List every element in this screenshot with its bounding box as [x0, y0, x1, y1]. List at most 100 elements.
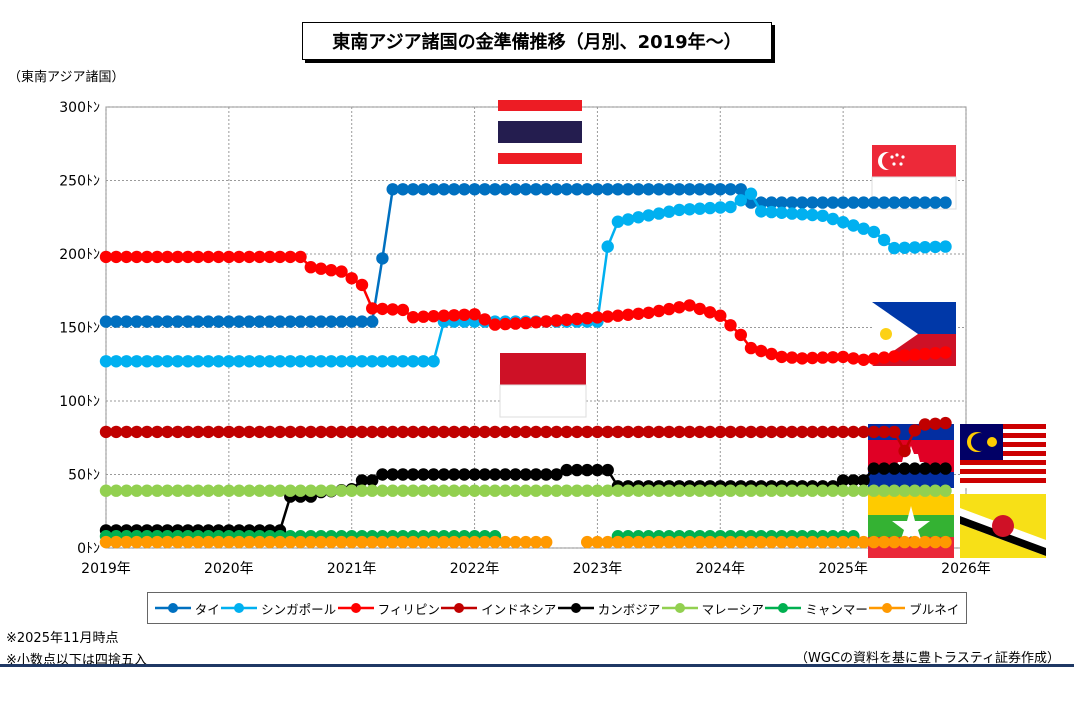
data-point — [836, 196, 850, 209]
data-point — [191, 425, 205, 439]
data-point — [304, 355, 317, 368]
data-point — [140, 484, 154, 497]
data-point — [724, 425, 737, 439]
data-point — [458, 308, 471, 321]
data-point — [765, 484, 778, 497]
data-point — [396, 355, 410, 368]
data-point — [468, 425, 481, 439]
data-point — [540, 315, 553, 328]
data-point — [161, 535, 174, 549]
data-point — [540, 535, 553, 549]
data-point — [437, 535, 451, 549]
data-point — [386, 484, 399, 497]
data-point — [120, 315, 133, 328]
data-point — [642, 484, 655, 497]
data-point — [110, 315, 123, 328]
data-point — [867, 462, 881, 475]
data-point — [724, 183, 737, 196]
data-point — [130, 535, 143, 549]
data-point — [714, 201, 727, 214]
legend-swatch — [337, 603, 374, 613]
data-point — [243, 484, 256, 497]
data-point — [325, 484, 338, 497]
data-point — [673, 203, 686, 217]
data-point — [222, 425, 236, 439]
data-point — [611, 215, 625, 228]
chart-title: 東南アジア諸国の金準備推移（月別、2019年〜） — [302, 22, 772, 60]
data-point — [836, 350, 850, 364]
data-point — [581, 463, 594, 477]
data-point — [509, 317, 522, 330]
data-point — [550, 425, 563, 439]
data-point — [611, 535, 625, 549]
data-point — [191, 535, 205, 549]
data-point — [683, 484, 696, 497]
data-point — [437, 183, 451, 196]
data-point — [611, 183, 625, 196]
data-point — [284, 355, 297, 368]
legend-label: ブルネイ — [909, 601, 960, 617]
data-point — [232, 250, 246, 264]
data-point — [621, 308, 635, 321]
data-point — [304, 484, 317, 497]
data-point — [908, 535, 921, 549]
data-point — [386, 468, 399, 481]
data-point — [673, 425, 686, 439]
data-point — [458, 425, 471, 439]
data-point — [540, 468, 553, 481]
data-point — [591, 484, 604, 497]
data-point — [632, 183, 645, 196]
data-point — [662, 302, 676, 316]
data-point — [918, 535, 932, 549]
data-point — [836, 425, 850, 439]
brunei-flag-icon — [960, 494, 1046, 558]
data-point — [376, 355, 389, 368]
data-point — [857, 425, 870, 439]
legend-swatch — [661, 603, 698, 613]
data-point — [181, 425, 195, 439]
data-point — [140, 315, 154, 328]
data-point — [867, 352, 881, 365]
data-point — [867, 225, 881, 239]
data-point — [417, 425, 430, 439]
data-point — [478, 468, 491, 481]
data-point — [386, 425, 399, 439]
data-point — [642, 183, 655, 196]
data-point — [499, 425, 512, 439]
data-point — [908, 484, 921, 497]
data-point — [929, 196, 942, 209]
data-point — [765, 425, 778, 439]
data-point — [673, 183, 686, 196]
data-point — [642, 306, 655, 319]
data-point — [601, 484, 614, 497]
data-point — [857, 535, 870, 549]
data-point — [447, 484, 461, 497]
y-tick-label: 0ﾄﾝ — [77, 541, 100, 557]
data-point — [386, 183, 399, 196]
data-point — [284, 250, 297, 264]
data-point — [99, 250, 113, 264]
data-point — [826, 196, 840, 209]
data-point — [621, 425, 635, 439]
data-point — [826, 425, 840, 439]
data-point — [836, 216, 850, 229]
data-point — [212, 315, 225, 328]
data-point — [335, 265, 348, 278]
data-point — [509, 183, 522, 196]
data-point — [714, 535, 727, 549]
data-point — [171, 355, 184, 368]
data-point — [417, 183, 430, 196]
data-point — [929, 535, 942, 549]
data-point — [140, 535, 154, 549]
data-point — [253, 315, 266, 328]
data-point — [785, 535, 799, 549]
data-point — [468, 468, 481, 481]
data-point — [683, 425, 696, 439]
data-point — [560, 484, 573, 497]
data-point — [437, 484, 451, 497]
data-point — [529, 183, 543, 196]
legend-label: タイ — [194, 601, 220, 617]
data-point — [744, 341, 758, 355]
data-point — [816, 351, 829, 364]
data-point — [212, 355, 225, 368]
